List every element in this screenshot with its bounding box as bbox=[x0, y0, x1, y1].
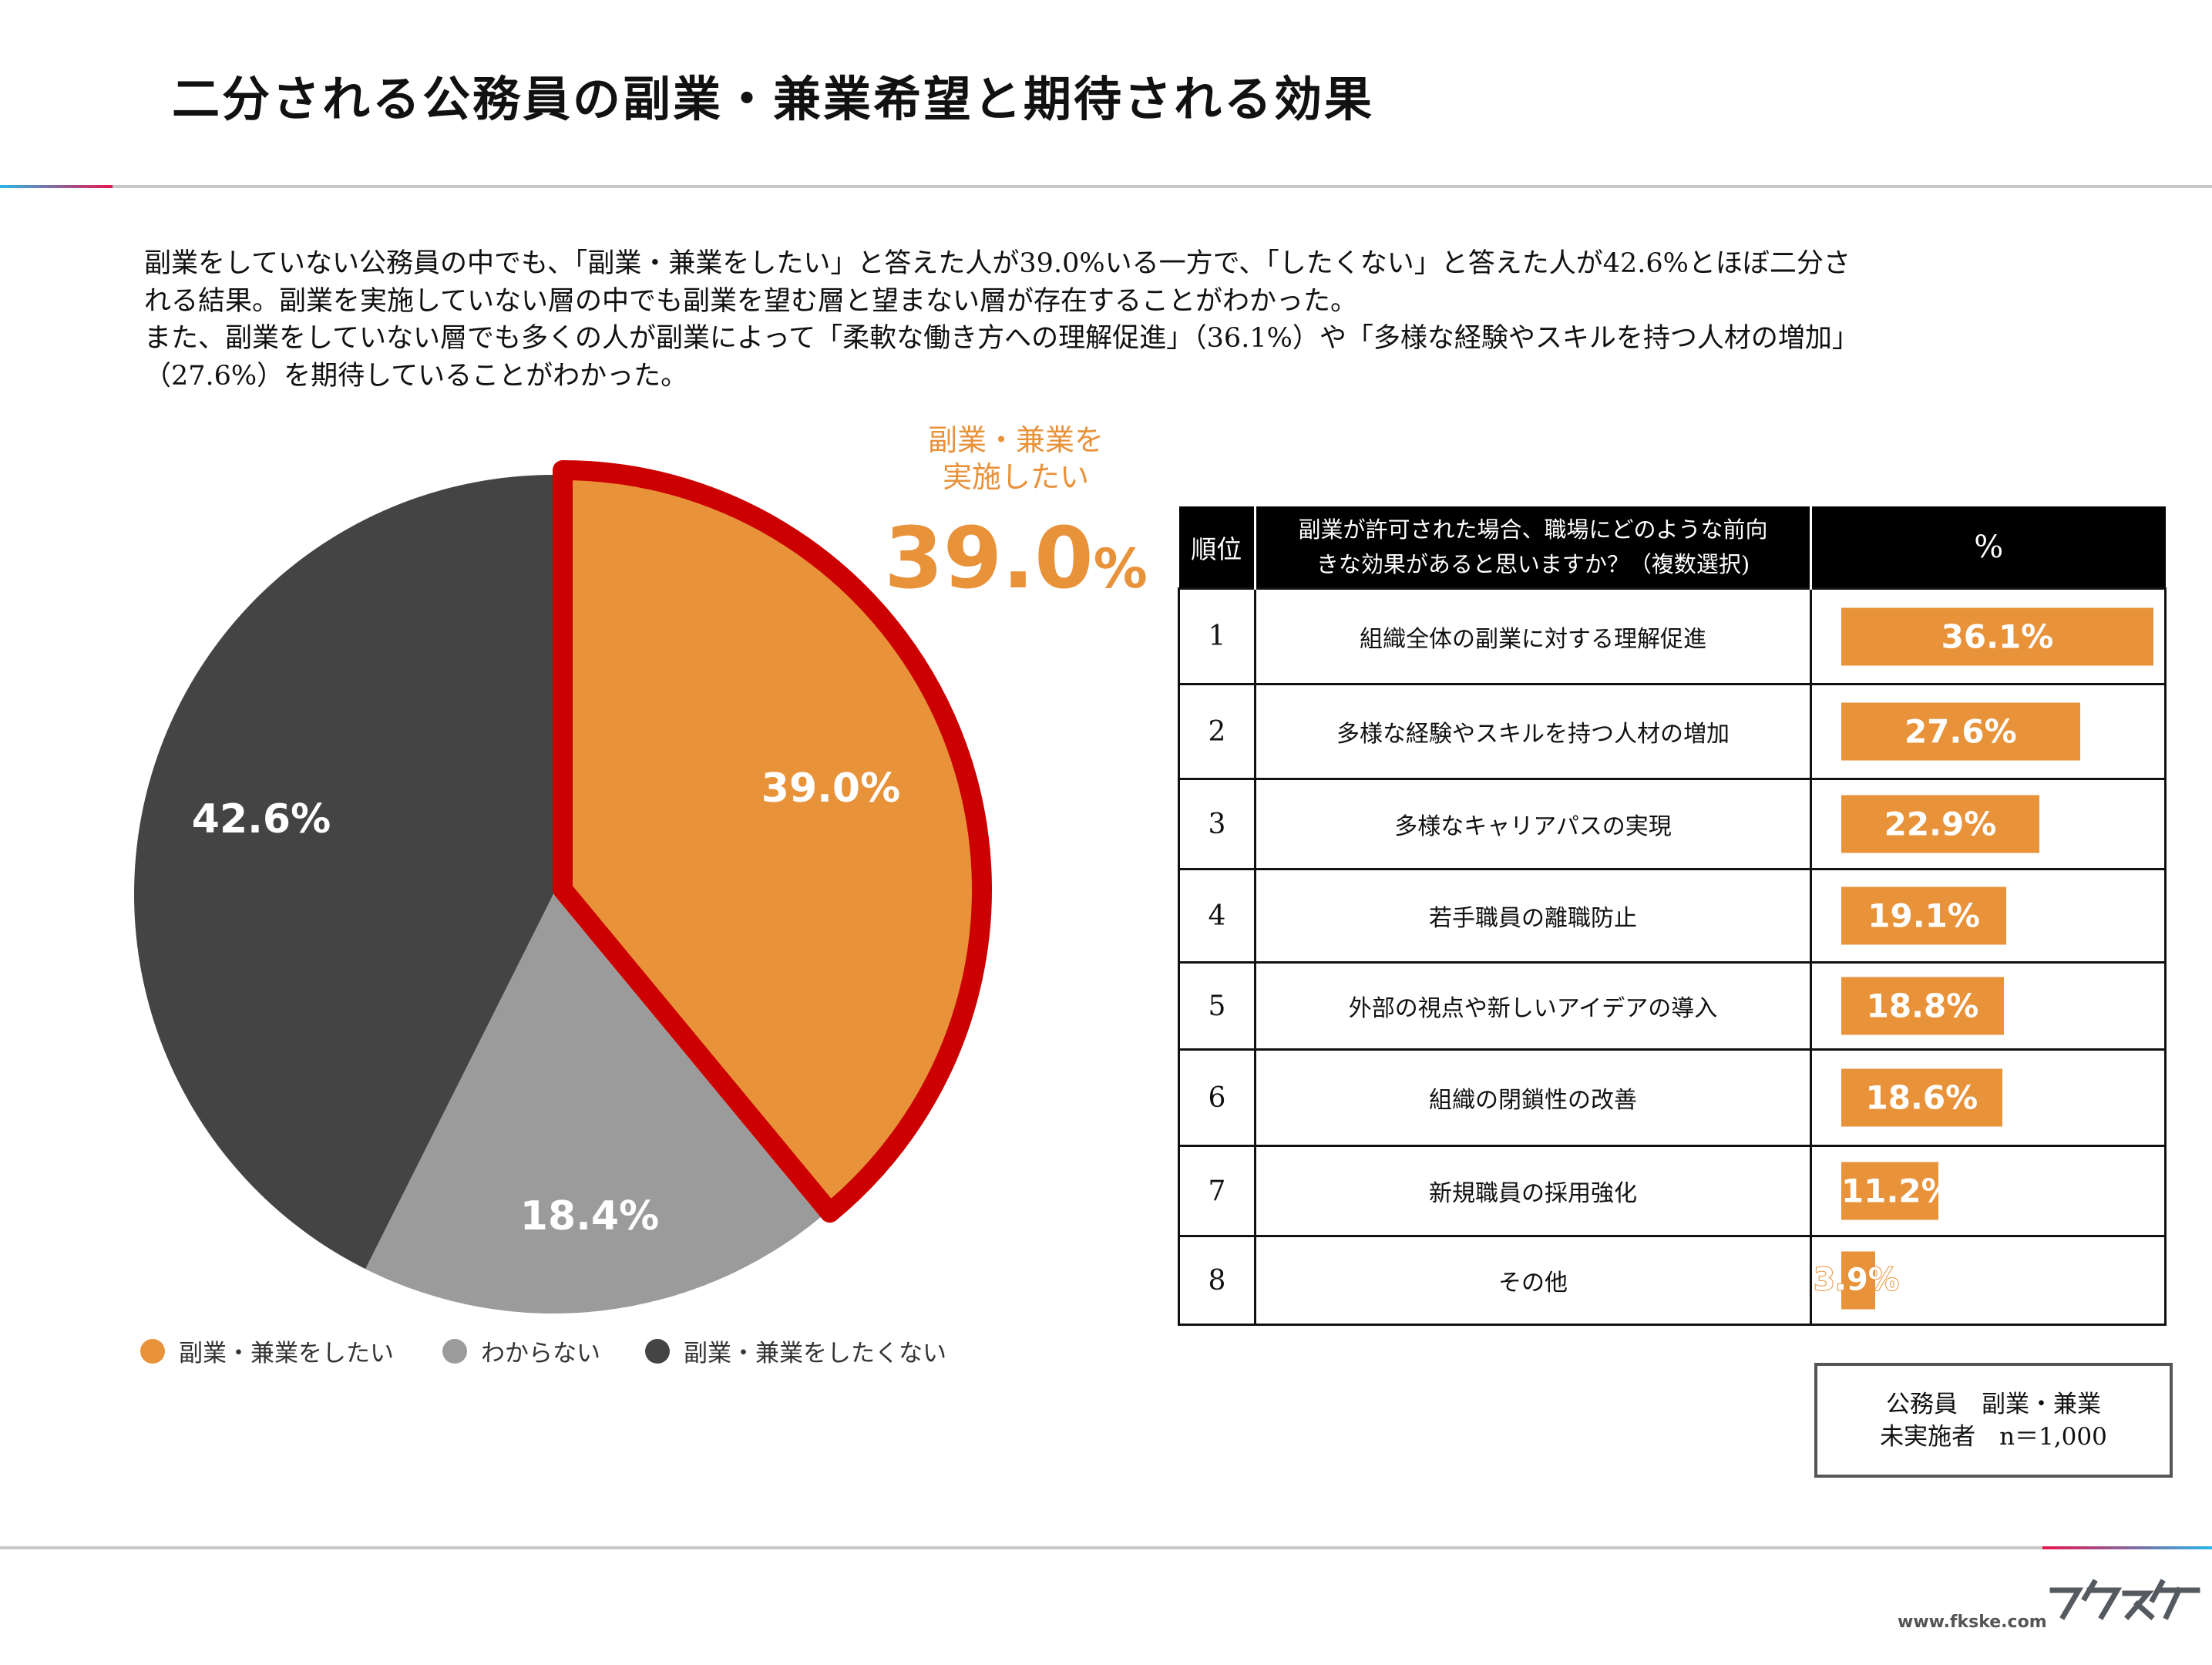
table-row: 6 組織の閉鎖性の改善 18.6% bbox=[1178, 1048, 2167, 1147]
header-question: 副業が許可された場合、職場にどのような前向 きな効果があると思いますか？（複数選択… bbox=[1254, 506, 1811, 589]
bar bbox=[1841, 977, 2004, 1035]
table-row: 8 その他 3.9% bbox=[1178, 1235, 2167, 1326]
bar-cell: 36.1% bbox=[1810, 587, 2167, 685]
rank-cell: 6 bbox=[1178, 1048, 1256, 1147]
legend-item-unknown: わからない bbox=[442, 1334, 600, 1368]
table-row: 5 外部の視点や新しいアイデアの導入 18.8% bbox=[1178, 961, 2167, 1051]
fukusuke-logo bbox=[2049, 1579, 2200, 1620]
legend-label: 副業・兼業をしたくない bbox=[684, 1340, 946, 1367]
table-row: 3 多様なキャリアパスの実現 22.9% bbox=[1178, 778, 2167, 870]
pie-slice-label: 42.6% bbox=[192, 796, 331, 843]
bar bbox=[1841, 607, 2153, 665]
bar-label: 27.6% bbox=[1904, 712, 2017, 751]
bar-label: 11.2% bbox=[1841, 1172, 1954, 1210]
description-line: また、副業をしていない層でも多くの人が副業によって「柔軟な働き方への理解促進」（… bbox=[144, 323, 1859, 354]
note-line: 公務員 副業・兼業 bbox=[1886, 1390, 2101, 1418]
bar-cell: 22.9% bbox=[1810, 778, 2167, 870]
bar-label: 22.9% bbox=[1884, 805, 1997, 843]
item-cell: 多様なキャリアパスの実現 bbox=[1254, 778, 1812, 870]
legend-item-want: 副業・兼業をしたい bbox=[140, 1334, 394, 1368]
legend-dot bbox=[442, 1338, 467, 1364]
pie-slice-label: 39.0% bbox=[761, 765, 900, 812]
callout-value: 39.0% bbox=[862, 509, 1170, 607]
pie-slice bbox=[365, 894, 821, 1314]
header-question-line: 副業が許可された場合、職場にどのような前向 bbox=[1298, 516, 1768, 543]
pie-chart: 39.0% 18.4% 42.6% bbox=[134, 460, 992, 1314]
header-divider bbox=[0, 185, 2212, 188]
table-row: 4 若手職員の離職防止 19.1% bbox=[1178, 868, 2167, 964]
footer-accent bbox=[2042, 1546, 2212, 1549]
table-row: 7 新規職員の採用強化 11.2% bbox=[1178, 1145, 2167, 1237]
rank-cell: 4 bbox=[1178, 868, 1256, 964]
footer-url: www.fkske.com bbox=[1898, 1613, 2047, 1632]
pie-slice bbox=[134, 475, 554, 1270]
header-accent bbox=[0, 185, 113, 188]
page-title: 二分される公務員の副業・兼業希望と期待される効果 bbox=[172, 71, 1375, 127]
header-question-line: きな効果があると思いますか？（複数選択) bbox=[1316, 550, 1750, 577]
legend-label: わからない bbox=[481, 1340, 600, 1367]
rank-cell: 5 bbox=[1178, 961, 1256, 1051]
bar-cell: 27.6% bbox=[1810, 683, 2167, 780]
bar-label: 18.8% bbox=[1866, 987, 1979, 1025]
bar-label: 3.9% bbox=[1813, 1262, 1900, 1299]
item-cell: 組織の閉鎖性の改善 bbox=[1254, 1048, 1812, 1147]
callout-unit: % bbox=[1093, 537, 1148, 600]
item-cell: 新規職員の採用強化 bbox=[1254, 1145, 1812, 1237]
footer-divider bbox=[0, 1546, 2212, 1549]
legend-item-not-want: 副業・兼業をしたくない bbox=[645, 1334, 946, 1368]
description: 副業をしていない公務員の中でも、「副業・兼業をしたい」と答えた人が39.0%いる… bbox=[144, 245, 2140, 395]
item-cell: 組織全体の副業に対する理解促進 bbox=[1254, 587, 1812, 685]
rank-cell: 7 bbox=[1178, 1145, 1256, 1237]
rank-cell: 2 bbox=[1178, 683, 1256, 780]
item-cell: 外部の視点や新しいアイデアの導入 bbox=[1254, 961, 1812, 1051]
bar bbox=[1841, 702, 2080, 761]
rank-cell: 1 bbox=[1178, 587, 1256, 685]
bar bbox=[1841, 886, 2007, 945]
sample-note: 公務員 副業・兼業 未実施者 n＝1,000 bbox=[1814, 1363, 2173, 1478]
rank-cell: 8 bbox=[1178, 1235, 1256, 1326]
description-line: 副業をしていない公務員の中でも、「副業・兼業をしたい」と答えた人が39.0%いる… bbox=[144, 248, 1851, 279]
pie-slice bbox=[553, 460, 992, 1223]
bar-cell: 11.2% bbox=[1810, 1145, 2167, 1237]
bar-label: 18.6% bbox=[1865, 1078, 1978, 1117]
bar-cell: 18.8% bbox=[1810, 961, 2167, 1051]
bar-cell: 18.6% bbox=[1810, 1048, 2167, 1147]
item-cell: 若手職員の離職防止 bbox=[1254, 868, 1812, 964]
bar-label: 36.1% bbox=[1941, 617, 2054, 655]
bar-cell: 19.1% bbox=[1810, 868, 2167, 964]
item-cell: その他 bbox=[1254, 1235, 1812, 1326]
header-pct: % bbox=[1810, 506, 2166, 589]
item-cell: 多様な経験やスキルを持つ人材の増加 bbox=[1254, 683, 1812, 780]
bar bbox=[1841, 1162, 1938, 1220]
legend-dot bbox=[645, 1338, 670, 1364]
callout-number: 39.0 bbox=[884, 509, 1094, 607]
callout-label-2: 実施したい bbox=[942, 460, 1089, 494]
note-line: 未実施者 n＝1,000 bbox=[1880, 1422, 2107, 1451]
callout-label-1: 副業・兼業を bbox=[927, 423, 1104, 457]
bar-cell: 3.9% bbox=[1810, 1235, 2167, 1326]
bar-label: 19.1% bbox=[1867, 896, 1980, 935]
bar bbox=[1841, 1251, 1875, 1310]
description-line: れる結果。副業を実施していない層の中でも副業を望む層と望まない層が存在することが… bbox=[144, 285, 1357, 317]
bar bbox=[1841, 1068, 2002, 1127]
legend-label: 副業・兼業をしたい bbox=[179, 1340, 394, 1367]
table-row: 1 組織全体の副業に対する理解促進 36.1% bbox=[1178, 587, 2167, 685]
pie-slice-label: 18.4% bbox=[520, 1193, 659, 1240]
header-rank: 順位 bbox=[1178, 506, 1256, 589]
bar bbox=[1841, 795, 2039, 853]
legend-dot bbox=[140, 1338, 165, 1364]
effects-table: 順位 副業が許可された場合、職場にどのような前向 きな効果があると思いますか？（複… bbox=[1178, 506, 2167, 1326]
rank-cell: 3 bbox=[1178, 778, 1256, 870]
description-line: （27.6%）を期待していることがわかった。 bbox=[144, 360, 688, 392]
table-row: 2 多様な経験やスキルを持つ人材の増加 27.6% bbox=[1178, 683, 2167, 780]
